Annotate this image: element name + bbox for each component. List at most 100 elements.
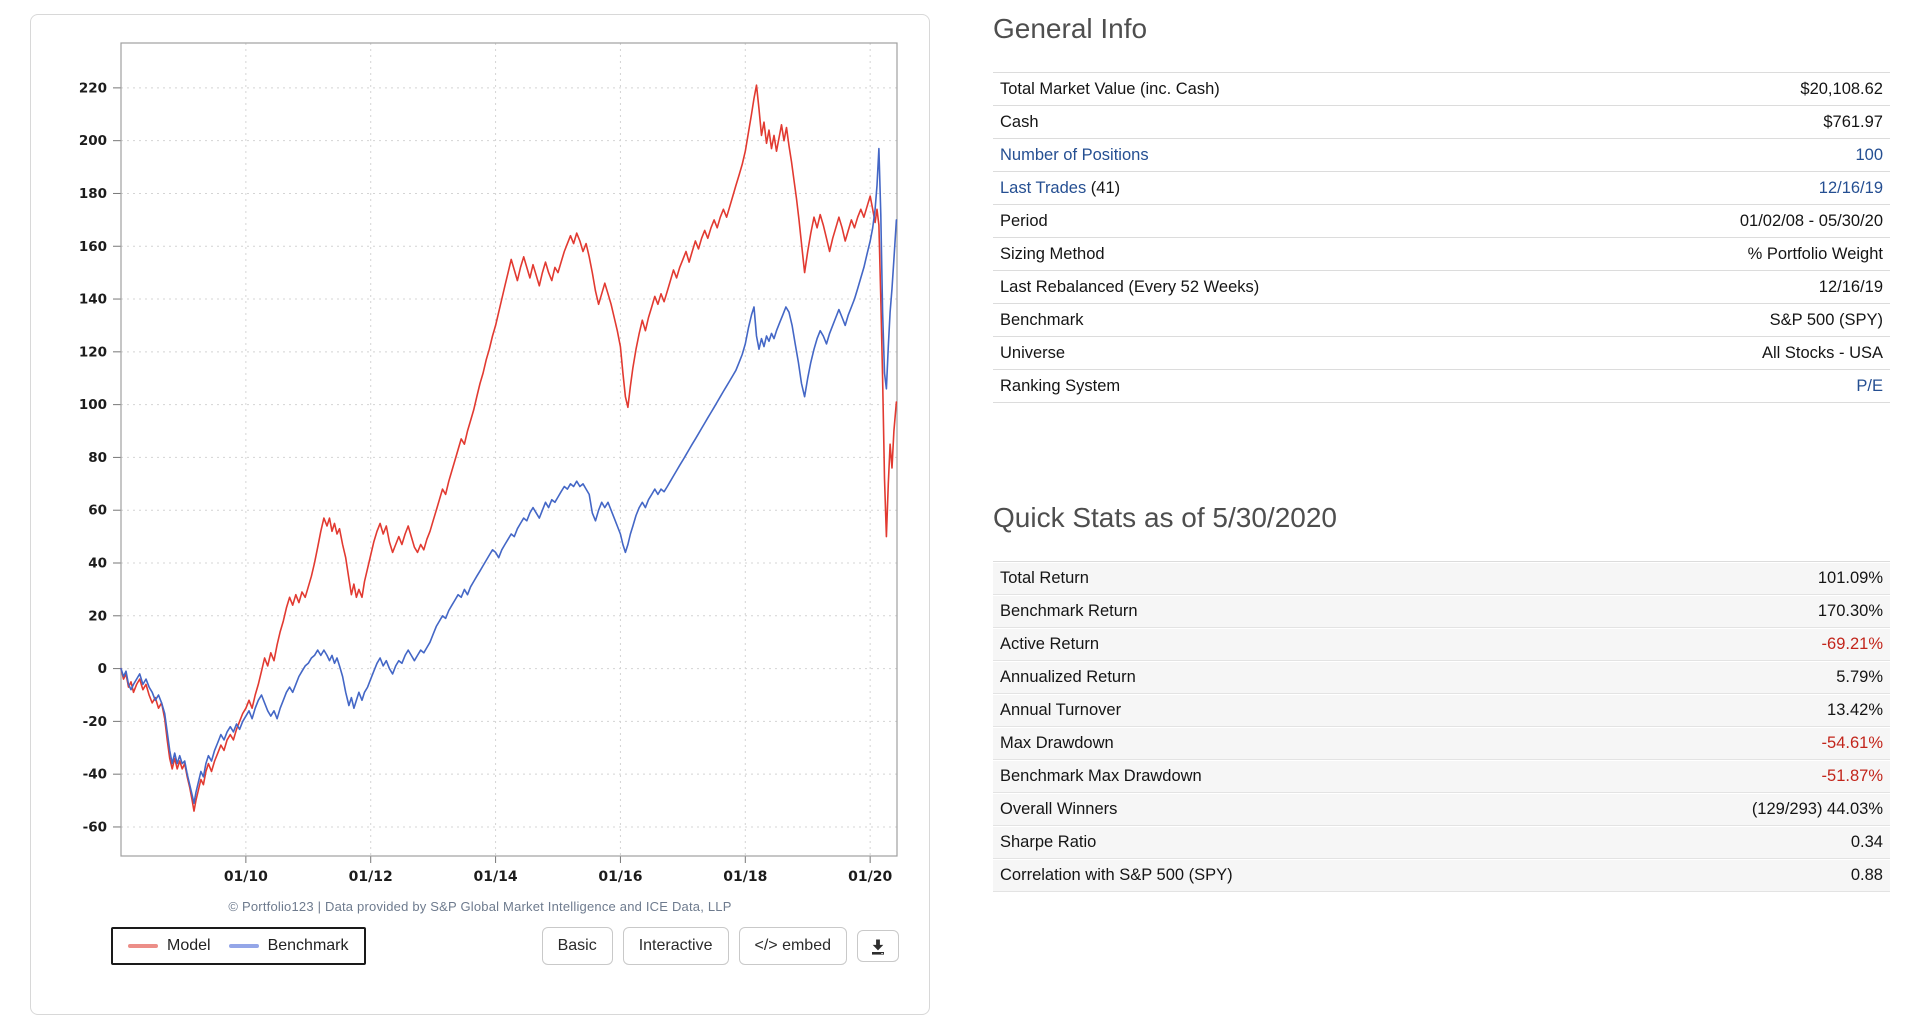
row-label-text: Annualized Return [1000,667,1136,686]
table-row: Benchmark S&P 500 (SPY) [993,304,1890,337]
row-label: Sharpe Ratio [1000,833,1096,852]
benchmark-line [120,147,898,805]
general-info-table: Total Market Value (inc. Cash) $20,108.62… [993,72,1890,403]
row-label-text: Period [1000,211,1048,230]
row-value: -51.87% [1821,766,1883,785]
row-value[interactable]: 100 [1855,145,1883,164]
row-label-text: Cash [1000,112,1039,131]
table-row: Sizing Method % Portfolio Weight [993,238,1890,271]
svg-text:01/12: 01/12 [349,869,393,885]
basic-button[interactable]: Basic [541,927,613,965]
svg-text:01/16: 01/16 [598,869,642,885]
table-row: Sharpe Ratio 0.34 [993,826,1890,859]
embed-button[interactable]: </> embed [738,927,847,965]
row-value: 01/02/08 - 05/30/20 [1739,211,1883,230]
quick-stats-table: Total Return 101.09% Benchmark Return 170.3… [993,561,1890,892]
row-label: Number of Positions [1000,146,1149,165]
table-row: Active Return -69.21% [993,628,1890,661]
svg-text:80: 80 [88,450,107,466]
row-value: $20,108.62 [1800,79,1883,98]
row-label: Sizing Method [1000,245,1105,264]
row-label-text: Universe [1000,343,1066,362]
svg-text:01/18: 01/18 [723,869,767,885]
table-row: Total Return 101.09% [993,562,1890,595]
svg-text:220: 220 [79,80,107,96]
chart-panel: -60 -40 -20 0 20 40 60 80 100 120 140 160 180 200 220 0… [30,14,930,1015]
row-label: Total Return [1000,569,1089,588]
row-label-text: Last Rebalanced (Every 52 Weeks) [1000,277,1260,296]
row-label: Annualized Return [1000,668,1136,687]
row-value: 170.30% [1817,601,1883,620]
table-row: Max Drawdown -54.61% [993,727,1890,760]
svg-text:60: 60 [88,503,107,519]
row-label: Benchmark Max Drawdown [1000,767,1202,786]
table-row: Correlation with S&P 500 (SPY) 0.88 [993,859,1890,892]
row-label-link[interactable]: Last Trades [1000,178,1087,197]
svg-text:140: 140 [79,292,107,308]
row-label-text: Active Return [1000,634,1100,653]
svg-text:100: 100 [79,397,107,413]
row-label-text: Total Return [1000,568,1089,587]
row-label: Max Drawdown [1000,734,1114,753]
interactive-button[interactable]: Interactive [622,927,729,965]
row-value[interactable]: 12/16/19 [1818,178,1883,197]
svg-text:20: 20 [88,608,107,624]
download-button[interactable] [857,930,899,962]
svg-text:120: 120 [79,344,107,360]
table-row: Number of Positions 100 [993,139,1890,172]
legend-label-model: Model [167,937,211,954]
svg-text:200: 200 [79,133,107,149]
row-label-text: Overall Winners [1000,799,1118,818]
stats-panel: General Info Total Market Value (inc. Ca… [993,0,1890,892]
legend-item-model: Model [128,937,211,955]
row-label-text: Annual Turnover [1000,700,1122,719]
chart-gridlines [121,43,897,856]
general-info-title: General Info [993,13,1148,44]
table-row: Overall Winners (129/293) 44.03% [993,793,1890,826]
row-value: All Stocks - USA [1761,343,1883,362]
row-label-text: Total Market Value (inc. Cash) [1000,79,1220,98]
row-value: 12/16/19 [1818,277,1883,296]
row-label-text: Benchmark [1000,310,1084,329]
row-value: (129/293) 44.03% [1751,799,1883,818]
row-label: Overall Winners [1000,800,1117,819]
table-row: Benchmark Max Drawdown -51.87% [993,760,1890,793]
chart-attribution: © Portfolio123 | Data provided by S&P Gl… [228,899,732,914]
row-label: Benchmark [1000,311,1083,330]
row-label: Total Market Value (inc. Cash) [1000,80,1220,99]
row-value: -69.21% [1821,634,1883,653]
table-row: Annual Turnover 13.42% [993,694,1890,727]
svg-text:01/10: 01/10 [224,869,268,885]
model-line-swatch [128,944,158,948]
chart-tick-labels: -60 -40 -20 0 20 40 60 80 100 120 140 160 180 200 220 0… [79,80,893,885]
row-label-text: Sizing Method [1000,244,1105,263]
table-row: Total Market Value (inc. Cash) $20,108.62 [993,73,1890,106]
table-row: Cash $761.97 [993,106,1890,139]
chart-footer-row: Model Benchmark Basic Interactive </> emb… [31,927,929,965]
svg-text:0: 0 [98,661,107,677]
row-value[interactable]: P/E [1856,376,1883,395]
download-icon [872,939,884,955]
row-value: 101.09% [1817,568,1883,587]
row-value: -54.61% [1821,733,1883,752]
row-label: Cash [1000,113,1039,132]
svg-text:40: 40 [88,556,107,572]
row-label: Period [1000,212,1048,231]
row-label: Ranking System [1000,377,1120,396]
model-line [120,84,898,812]
row-label-text: Ranking System [1000,376,1121,395]
row-label: Correlation with S&P 500 (SPY) [1000,866,1233,885]
quick-stats-title: Quick Stats as of 5/30/2020 [993,502,1337,533]
svg-text:160: 160 [79,239,107,255]
row-label-text: Max Drawdown [1000,733,1114,752]
row-label: Last Trades (41) [1000,179,1120,198]
performance-chart: -60 -40 -20 0 20 40 60 80 100 120 140 160 180 200 220 0… [79,42,898,885]
row-value: 13.42% [1827,700,1883,719]
row-label-text: Benchmark Return [1000,601,1138,620]
row-label-text: Correlation with S&P 500 (SPY) [1000,865,1233,884]
table-row: Last Trades (41) 12/16/19 [993,172,1890,205]
row-label: Last Rebalanced (Every 52 Weeks) [1000,278,1259,297]
row-label-link[interactable]: Number of Positions [1000,145,1149,164]
svg-text:01/14: 01/14 [474,869,518,885]
row-label: Universe [1000,344,1065,363]
